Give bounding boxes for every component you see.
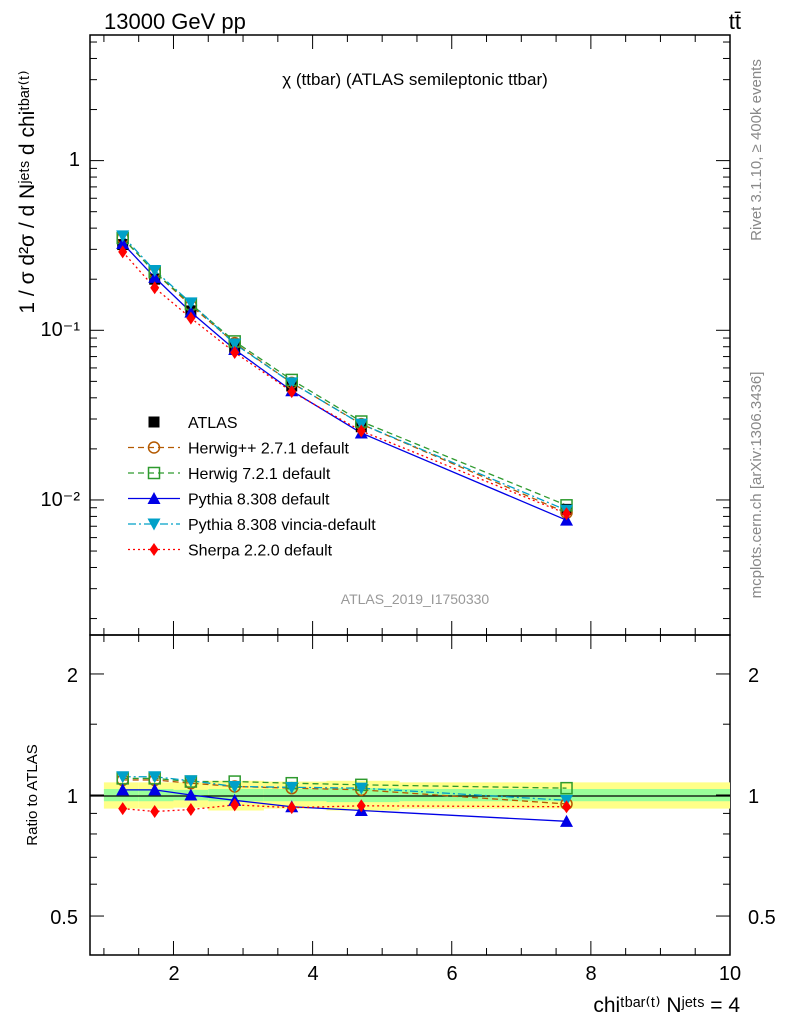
mcplots-label: mcplots.cern.ch [arXiv:1306.3436] bbox=[748, 372, 765, 599]
legend-label-pythia-8-308-default: Pythia 8.308 default bbox=[188, 492, 330, 509]
xtick-label-4: 4 bbox=[307, 963, 318, 985]
data-point-legend-pythia-8-308-vincia-default bbox=[147, 518, 161, 531]
main-ytick-label-0.1: 10⁻¹ bbox=[41, 319, 81, 341]
main-y-axis-label: 1 / σ d²σ / d Nʲᵉᵗˢ d chiᵗᵇᵃʳ⁽ᵗ⁾ bbox=[16, 70, 39, 313]
axis-ticks bbox=[90, 35, 731, 955]
process-label: tt̄ bbox=[729, 9, 741, 34]
data-point-pythia-8-308-vincia-default bbox=[285, 781, 299, 794]
data-point-pythia-8-308-vincia-default bbox=[228, 338, 242, 351]
stat-uncertainty-band bbox=[263, 788, 327, 802]
ratio-ytick-label-0.5-right: 0.5 bbox=[748, 907, 776, 929]
data-point-sherpa-2-2-0-default bbox=[150, 281, 160, 295]
data-point-pythia-8-308-default bbox=[116, 236, 130, 249]
ratio-y-axis-label: Ratio to ATLAS bbox=[24, 744, 41, 845]
data-point-pythia-8-308-vincia-default bbox=[116, 230, 130, 243]
data-point-sherpa-2-2-0-default bbox=[150, 804, 160, 818]
data-point-legend-sherpa-2-2-0-default bbox=[149, 543, 159, 556]
legend-label-atlas: ATLAS bbox=[188, 415, 238, 432]
data-point-sherpa-2-2-0-default bbox=[287, 385, 297, 399]
data-point-pythia-8-308-vincia-default bbox=[285, 377, 299, 390]
data-point-sherpa-2-2-0-default bbox=[118, 245, 128, 259]
data-point-sherpa-2-2-0-default bbox=[356, 799, 366, 813]
data-point-pythia-8-308-vincia-default bbox=[354, 782, 368, 795]
rivet-label: Rivet 3.1.10, ≥ 400k events bbox=[748, 59, 765, 241]
data-point-sherpa-2-2-0-default bbox=[118, 802, 128, 816]
data-point-sherpa-2-2-0-default bbox=[562, 507, 572, 521]
data-point-pythia-8-308-vincia-default bbox=[184, 297, 198, 310]
legend-label-herwig-7-2-1-default: Herwig 7.2.1 default bbox=[188, 466, 331, 483]
xtick-label-10: 10 bbox=[719, 963, 741, 985]
legend: ATLAS Herwig++ 2.7.1 default Herwig 7.2.1 … bbox=[128, 415, 376, 560]
xtick-label-2: 2 bbox=[168, 963, 179, 985]
data-point-legend-pythia-8-308-default bbox=[147, 492, 161, 504]
data-point-sherpa-2-2-0-default bbox=[230, 345, 240, 359]
data-point-legend-atlas bbox=[148, 416, 160, 428]
legend-label-herwig-2-7-1-default: Herwig++ 2.7.1 default bbox=[188, 441, 350, 458]
data-point-sherpa-2-2-0-default bbox=[186, 311, 196, 325]
ratio-ytick-label-2-left: 2 bbox=[67, 665, 78, 687]
data-point-sherpa-2-2-0-default bbox=[287, 801, 297, 815]
energy-label: 13000 GeV pp bbox=[104, 9, 246, 34]
series-markers bbox=[116, 230, 574, 827]
ratio-ytick-label-1-right: 1 bbox=[748, 786, 759, 808]
ratio-ytick-label-1-left: 1 bbox=[67, 786, 78, 808]
main-ytick-label-0.01: 10⁻² bbox=[41, 489, 81, 511]
x-axis-label: chiᵗᵇᵃʳ⁽ᵗ⁾ Nʲᵉᵗˢ = 4 bbox=[593, 994, 740, 1017]
data-point-pythia-8-308-default bbox=[148, 783, 162, 796]
main-panel-frame bbox=[89, 34, 731, 636]
ratio-ytick-label-2-right: 2 bbox=[748, 665, 759, 687]
analysis-id: ATLAS_2019_I1750330 bbox=[341, 591, 490, 607]
data-point-legend-herwig-2-7-1-default bbox=[147, 441, 161, 454]
data-point-pythia-8-308-default bbox=[184, 788, 198, 801]
legend-label-sherpa-2-2-0-default: Sherpa 2.2.0 default bbox=[188, 543, 333, 560]
legend-label-pythia-8-308-vincia-default: Pythia 8.308 vincia-default bbox=[188, 517, 376, 534]
data-point-sherpa-2-2-0-default bbox=[356, 424, 366, 438]
data-point-pythia-8-308-vincia-default bbox=[116, 771, 130, 784]
data-point-sherpa-2-2-0-default bbox=[562, 800, 572, 814]
xtick-label-8: 8 bbox=[585, 963, 596, 985]
xtick-label-6: 6 bbox=[446, 963, 457, 985]
data-point-pythia-8-308-vincia-default bbox=[184, 775, 198, 788]
main-ytick-label-1: 1 bbox=[69, 149, 80, 171]
data-point-pythia-8-308-default bbox=[116, 783, 130, 796]
data-point-sherpa-2-2-0-default bbox=[186, 803, 196, 817]
ratio-ytick-label-0.5-left: 0.5 bbox=[50, 907, 78, 929]
data-point-pythia-8-308-vincia-default bbox=[148, 265, 162, 278]
data-point-legend-herwig-7-2-1-default bbox=[147, 466, 161, 480]
data-point-pythia-8-308-vincia-default bbox=[148, 771, 162, 784]
data-point-herwig-7-2-1-default bbox=[560, 781, 573, 795]
data-point-pythia-8-308-default bbox=[560, 814, 574, 827]
data-point-pythia-8-308-vincia-default bbox=[228, 780, 242, 793]
data-point-sherpa-2-2-0-default bbox=[230, 798, 240, 812]
plot-title: χ (ttbar) (ATLAS semileptonic ttbar) bbox=[282, 70, 548, 89]
